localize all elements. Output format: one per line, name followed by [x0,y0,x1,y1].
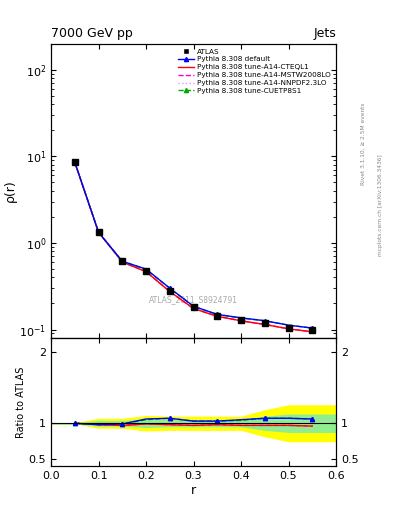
Y-axis label: Ratio to ATLAS: Ratio to ATLAS [16,366,26,438]
Text: 7000 GeV pp: 7000 GeV pp [51,27,133,40]
X-axis label: r: r [191,483,196,497]
Text: Rivet 3.1.10, ≥ 2.5M events: Rivet 3.1.10, ≥ 2.5M events [361,102,366,185]
Text: ATLAS_2011_S8924791: ATLAS_2011_S8924791 [149,295,238,304]
Text: Jets: Jets [313,27,336,40]
Legend: ATLAS, Pythia 8.308 default, Pythia 8.308 tune-A14-CTEQL1, Pythia 8.308 tune-A14: ATLAS, Pythia 8.308 default, Pythia 8.30… [177,47,332,95]
Text: mcplots.cern.ch [arXiv:1306.3436]: mcplots.cern.ch [arXiv:1306.3436] [378,154,382,255]
Y-axis label: ρ(r): ρ(r) [4,179,17,202]
